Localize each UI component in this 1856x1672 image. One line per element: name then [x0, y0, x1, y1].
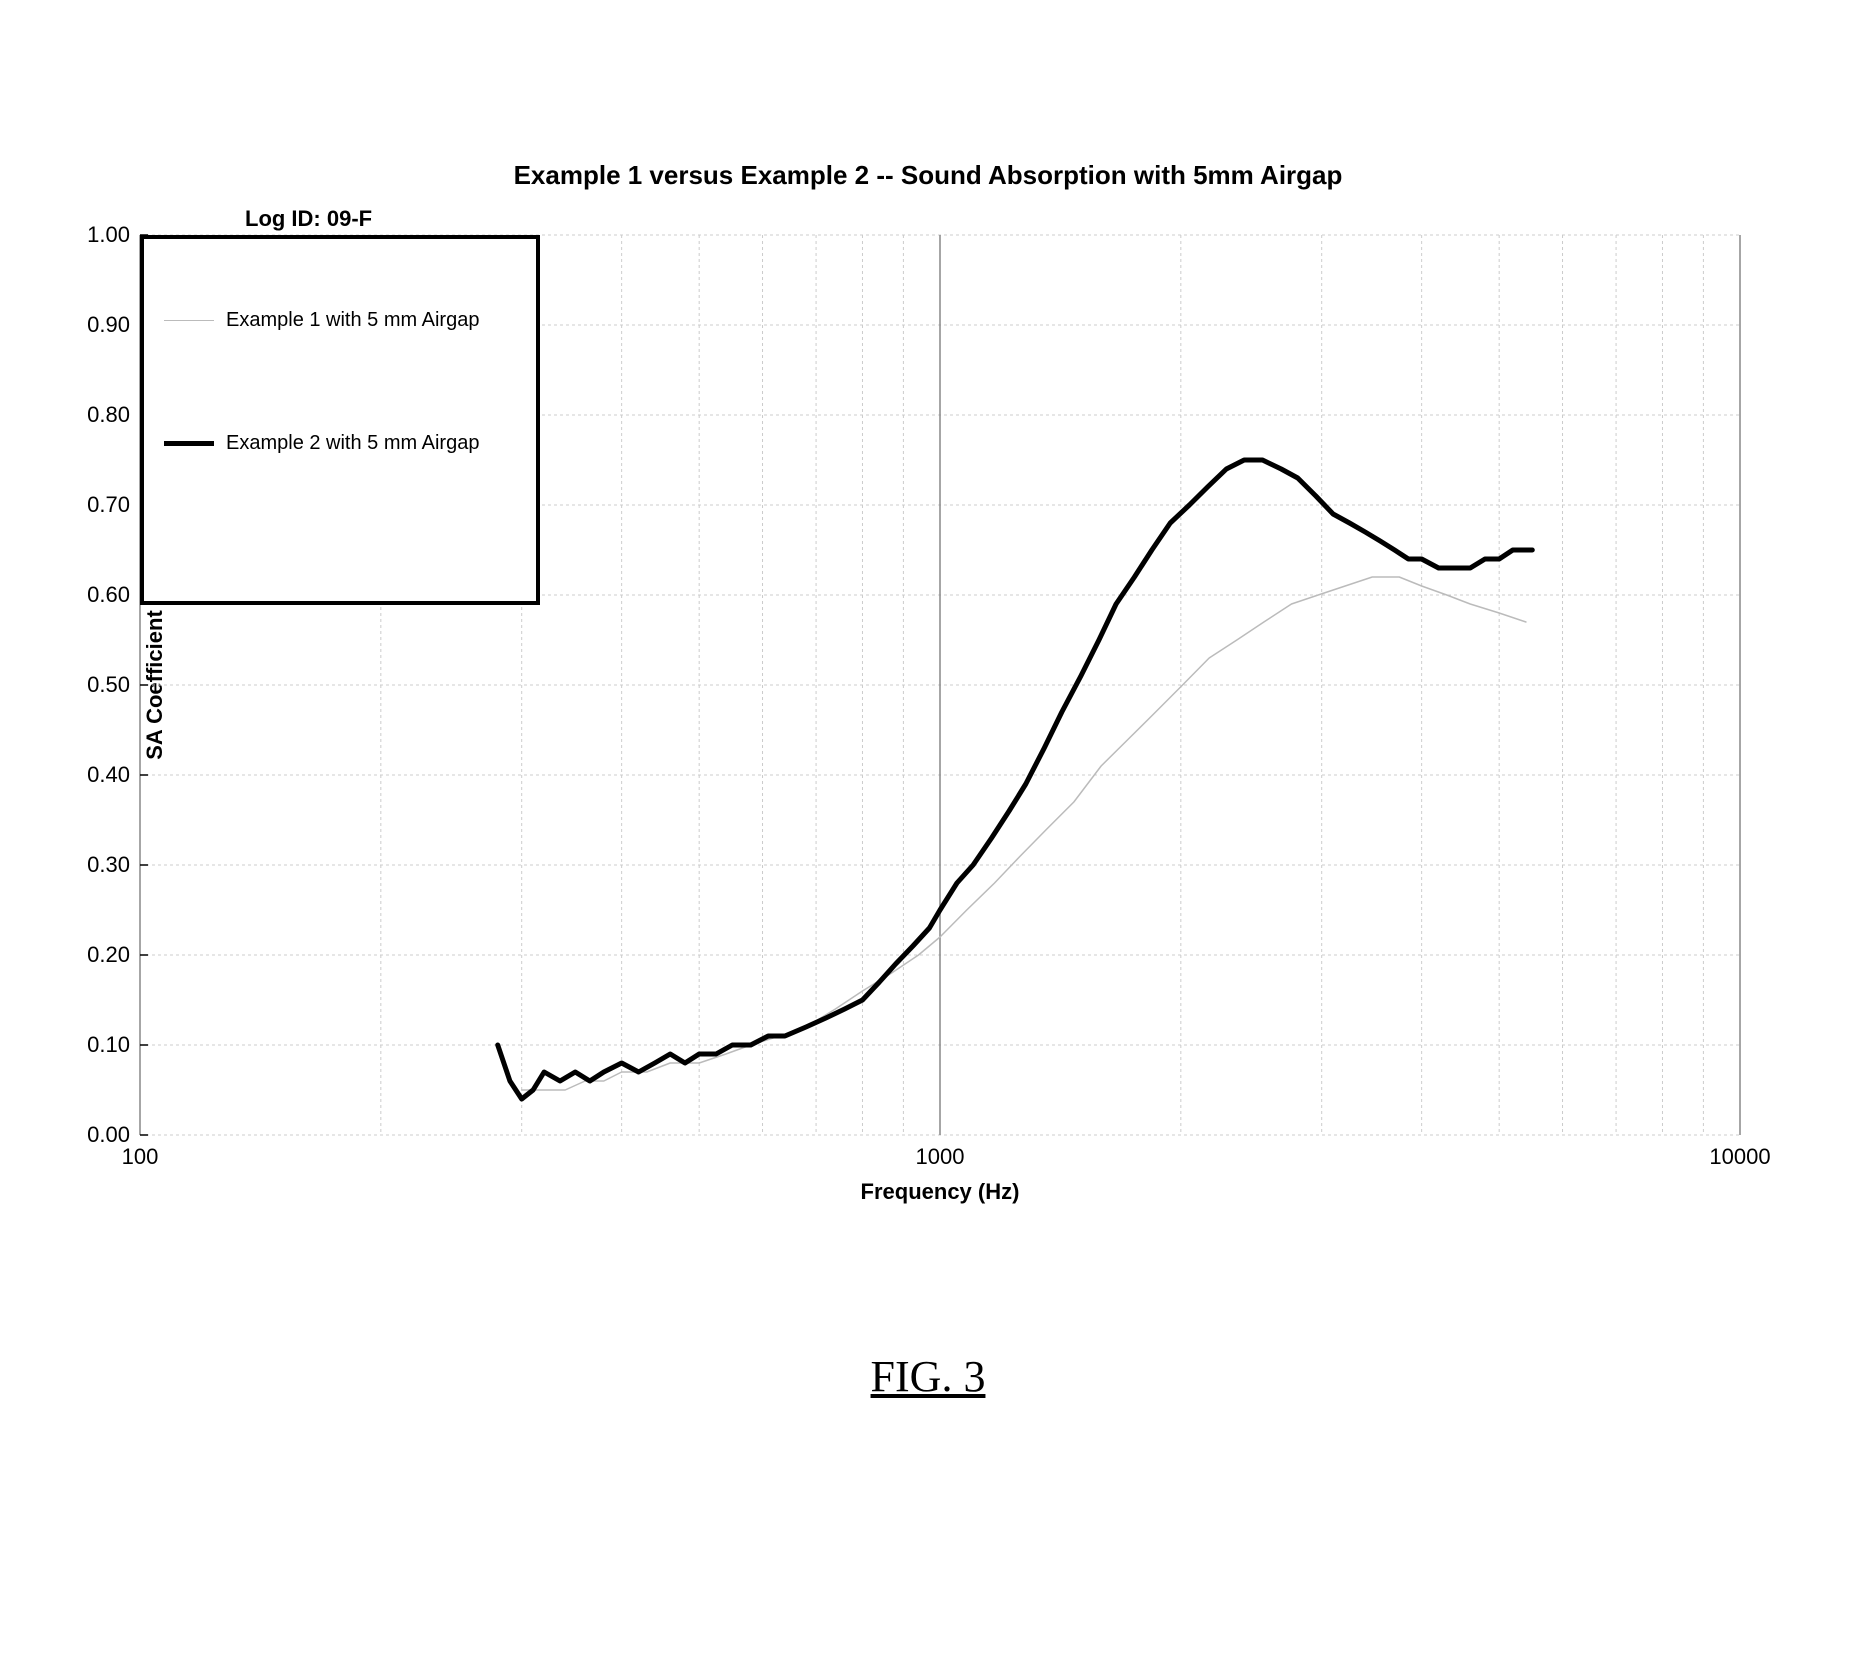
y-tick: 0.10: [60, 1032, 130, 1058]
legend-item-1: Example 1 with 5 mm Airgap: [164, 309, 516, 332]
page: Example 1 versus Example 2 -- Sound Abso…: [0, 0, 1856, 1672]
figure-caption: FIG. 3: [0, 1351, 1856, 1402]
x-tick: 100: [122, 1144, 159, 1170]
y-tick: 0.80: [60, 402, 130, 428]
y-tick: 1.00: [60, 222, 130, 248]
y-tick: 0.90: [60, 312, 130, 338]
x-axis-label: Frequency (Hz): [140, 1179, 1740, 1205]
y-tick: 0.00: [60, 1122, 130, 1148]
log-id: Log ID: 09-F: [245, 206, 372, 232]
legend-swatch-2: [164, 441, 214, 446]
y-tick: 0.20: [60, 942, 130, 968]
y-tick: 0.50: [60, 672, 130, 698]
y-tick: 0.60: [60, 582, 130, 608]
legend: Example 1 with 5 mm Airgap Example 2 wit…: [140, 235, 540, 605]
y-tick: 0.30: [60, 852, 130, 878]
legend-item-2: Example 2 with 5 mm Airgap: [164, 432, 516, 455]
y-tick: 0.40: [60, 762, 130, 788]
y-tick: 0.70: [60, 492, 130, 518]
legend-swatch-1: [164, 320, 214, 321]
x-tick: 10000: [1709, 1144, 1770, 1170]
legend-label-2: Example 2 with 5 mm Airgap: [226, 432, 479, 455]
legend-label-1: Example 1 with 5 mm Airgap: [226, 309, 479, 332]
chart-title: Example 1 versus Example 2 -- Sound Abso…: [0, 160, 1856, 191]
x-tick: 1000: [916, 1144, 965, 1170]
chart-area: SA Coefficient Frequency (Hz) Example 1 …: [140, 235, 1740, 1135]
